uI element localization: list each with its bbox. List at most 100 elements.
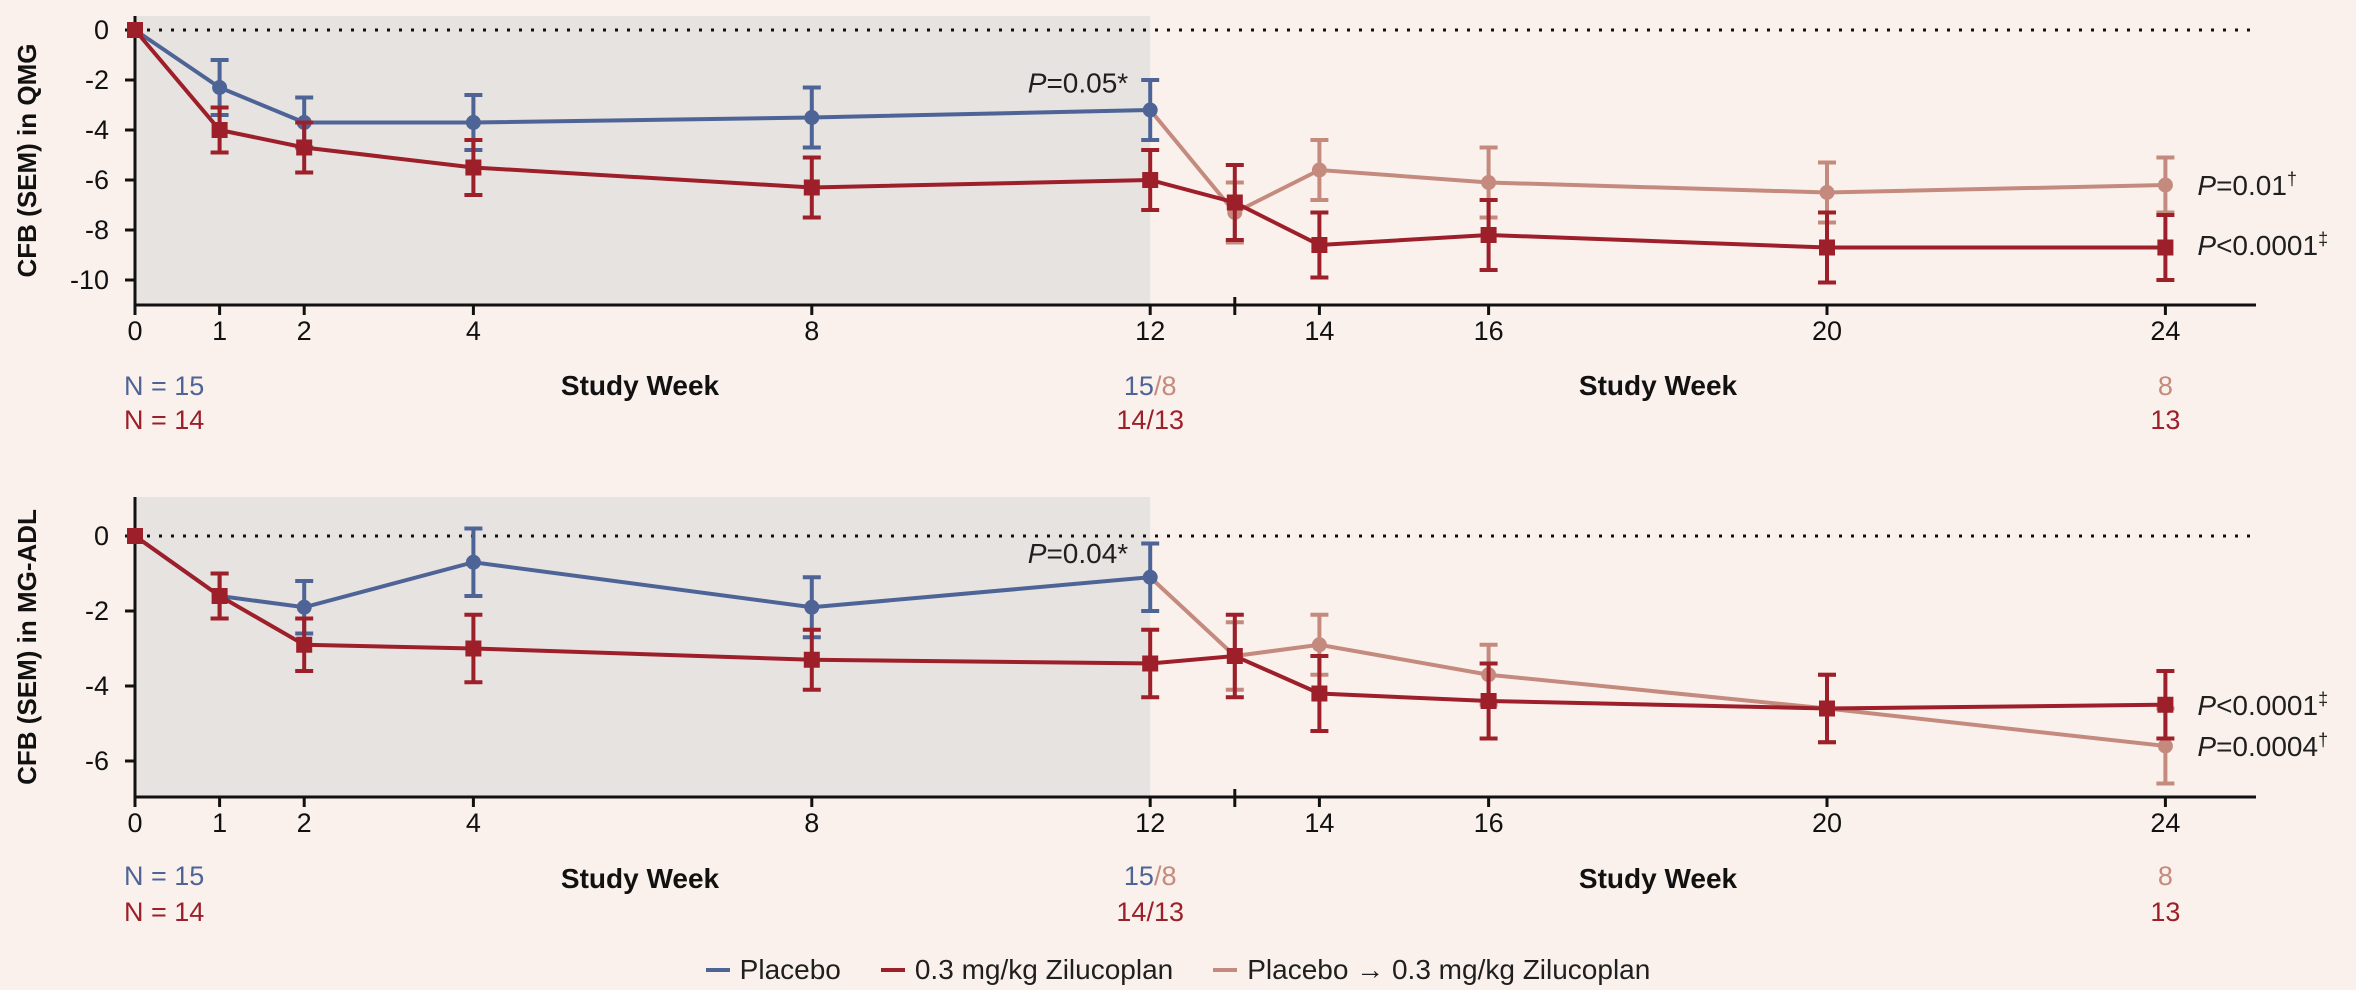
legend-item-switch: Placebo → 0.3 mg/kg Zilucoplan <box>1213 954 1650 986</box>
data-point <box>2157 696 2174 713</box>
data-point <box>465 640 482 657</box>
series-3 <box>1148 108 2175 245</box>
data-point <box>1819 700 1835 717</box>
y-tick-label: -2 <box>85 596 109 626</box>
legend-label-switch: Placebo → 0.3 mg/kg Zilucoplan <box>1247 954 1651 985</box>
data-point <box>1311 162 1327 178</box>
y-tick-label: -6 <box>85 165 109 195</box>
legend-swatch-zilucoplan <box>880 968 905 972</box>
data-point <box>1311 685 1328 702</box>
x-tick-label: 14 <box>1304 808 1334 838</box>
data-point <box>2157 177 2173 193</box>
legend-label-zilucoplan: 0.3 mg/kg Zilucoplan <box>914 954 1174 985</box>
p-value-annotation: P=0.05* <box>1028 68 1129 99</box>
p-value-annotation: P=0.0004† <box>2197 730 2328 762</box>
data-point <box>1142 102 1158 118</box>
n-count-label: N = 15 <box>124 861 204 891</box>
n-count-label: N = 14 <box>124 897 204 927</box>
x-tick-label: 4 <box>466 316 481 346</box>
y-tick-label: 0 <box>94 15 109 45</box>
x-tick-label: 14 <box>1304 316 1334 346</box>
y-tick-label: 0 <box>94 521 109 551</box>
legend-swatch-switch <box>1213 968 1238 972</box>
x-tick-label: 16 <box>1474 808 1504 838</box>
x-tick-label: 20 <box>1812 316 1842 346</box>
series-line <box>1148 575 2166 748</box>
data-point <box>1480 227 1497 243</box>
x-tick-label: 0 <box>127 808 142 838</box>
data-point <box>1311 637 1327 653</box>
data-point <box>1142 655 1159 672</box>
n-count-label: N = 15 <box>124 371 204 401</box>
data-point <box>803 179 820 196</box>
data-point <box>1142 569 1158 585</box>
series-line <box>133 28 1151 125</box>
data-point <box>465 115 481 130</box>
n-count-week24: 8 <box>2158 371 2173 401</box>
data-point <box>127 528 143 544</box>
series-3 <box>1148 575 2175 786</box>
x-tick-label: 12 <box>1135 316 1165 346</box>
y-tick-label: -4 <box>85 115 109 145</box>
n-count-week24: 13 <box>2150 405 2180 435</box>
y-tick-label: -8 <box>85 215 109 245</box>
legend-item-placebo: Placebo <box>705 954 841 986</box>
legend-swatch-placebo <box>705 968 730 972</box>
legend: Placebo 0.3 mg/kg Zilucoplan Placebo → 0… <box>0 950 2356 990</box>
x-tick-label: 24 <box>2150 316 2180 346</box>
y-axis-label: CFB (SEM) in MG-ADL <box>12 509 42 785</box>
data-point <box>2157 239 2174 256</box>
x-tick-label: 12 <box>1135 808 1165 838</box>
n-count-label: N = 14 <box>124 405 204 435</box>
data-point <box>1142 172 1159 188</box>
x-tick-label: 1 <box>212 316 227 346</box>
x-axis-label-double-blind: Study Week <box>561 370 720 401</box>
x-tick-label: 2 <box>297 808 312 838</box>
data-point <box>296 139 313 156</box>
data-point <box>211 122 228 138</box>
n-count-week24: 13 <box>2150 897 2180 927</box>
data-point <box>212 80 228 95</box>
data-point <box>1226 194 1243 211</box>
data-point <box>296 636 313 653</box>
data-point <box>1226 648 1243 664</box>
y-tick-label: -2 <box>85 65 109 95</box>
data-point <box>127 22 143 38</box>
legend-label-placebo: Placebo <box>739 954 841 985</box>
data-point <box>2157 738 2173 754</box>
x-tick-label: 16 <box>1474 316 1504 346</box>
p-value-annotation: P=0.04* <box>1028 538 1129 569</box>
n-count-week12: 15/8 <box>1124 371 1177 401</box>
shaded-period <box>135 16 1151 305</box>
series-2 <box>127 528 2175 745</box>
data-point <box>211 588 228 604</box>
x-tick-label: 2 <box>297 316 312 346</box>
shaded-period <box>135 497 1151 797</box>
x-tick-label: 8 <box>804 808 819 838</box>
data-point <box>296 599 312 615</box>
data-point <box>465 159 482 176</box>
p-value-annotation: P<0.0001‡ <box>2197 229 2328 261</box>
data-point <box>465 554 481 570</box>
x-axis-label-extension: Study Week <box>1579 370 1738 401</box>
legend-item-zilucoplan: 0.3 mg/kg Zilucoplan <box>880 954 1174 986</box>
n-count-week12: 14/13 <box>1116 405 1184 435</box>
p-value-annotation: P<0.0001‡ <box>2197 689 2328 721</box>
data-point <box>804 110 820 125</box>
series-line <box>1148 108 2166 216</box>
x-tick-label: 1 <box>212 808 227 838</box>
data-point <box>1480 693 1497 709</box>
data-point <box>803 651 820 668</box>
data-point <box>1311 237 1328 253</box>
data-point <box>804 599 820 615</box>
x-tick-label: 4 <box>466 808 481 838</box>
x-tick-label: 0 <box>127 316 142 346</box>
data-point <box>1819 185 1835 200</box>
data-point <box>1481 175 1497 190</box>
x-axis-label-extension: Study Week <box>1579 863 1738 894</box>
x-tick-label: 20 <box>1812 808 1842 838</box>
y-tick-label: -6 <box>85 746 109 776</box>
